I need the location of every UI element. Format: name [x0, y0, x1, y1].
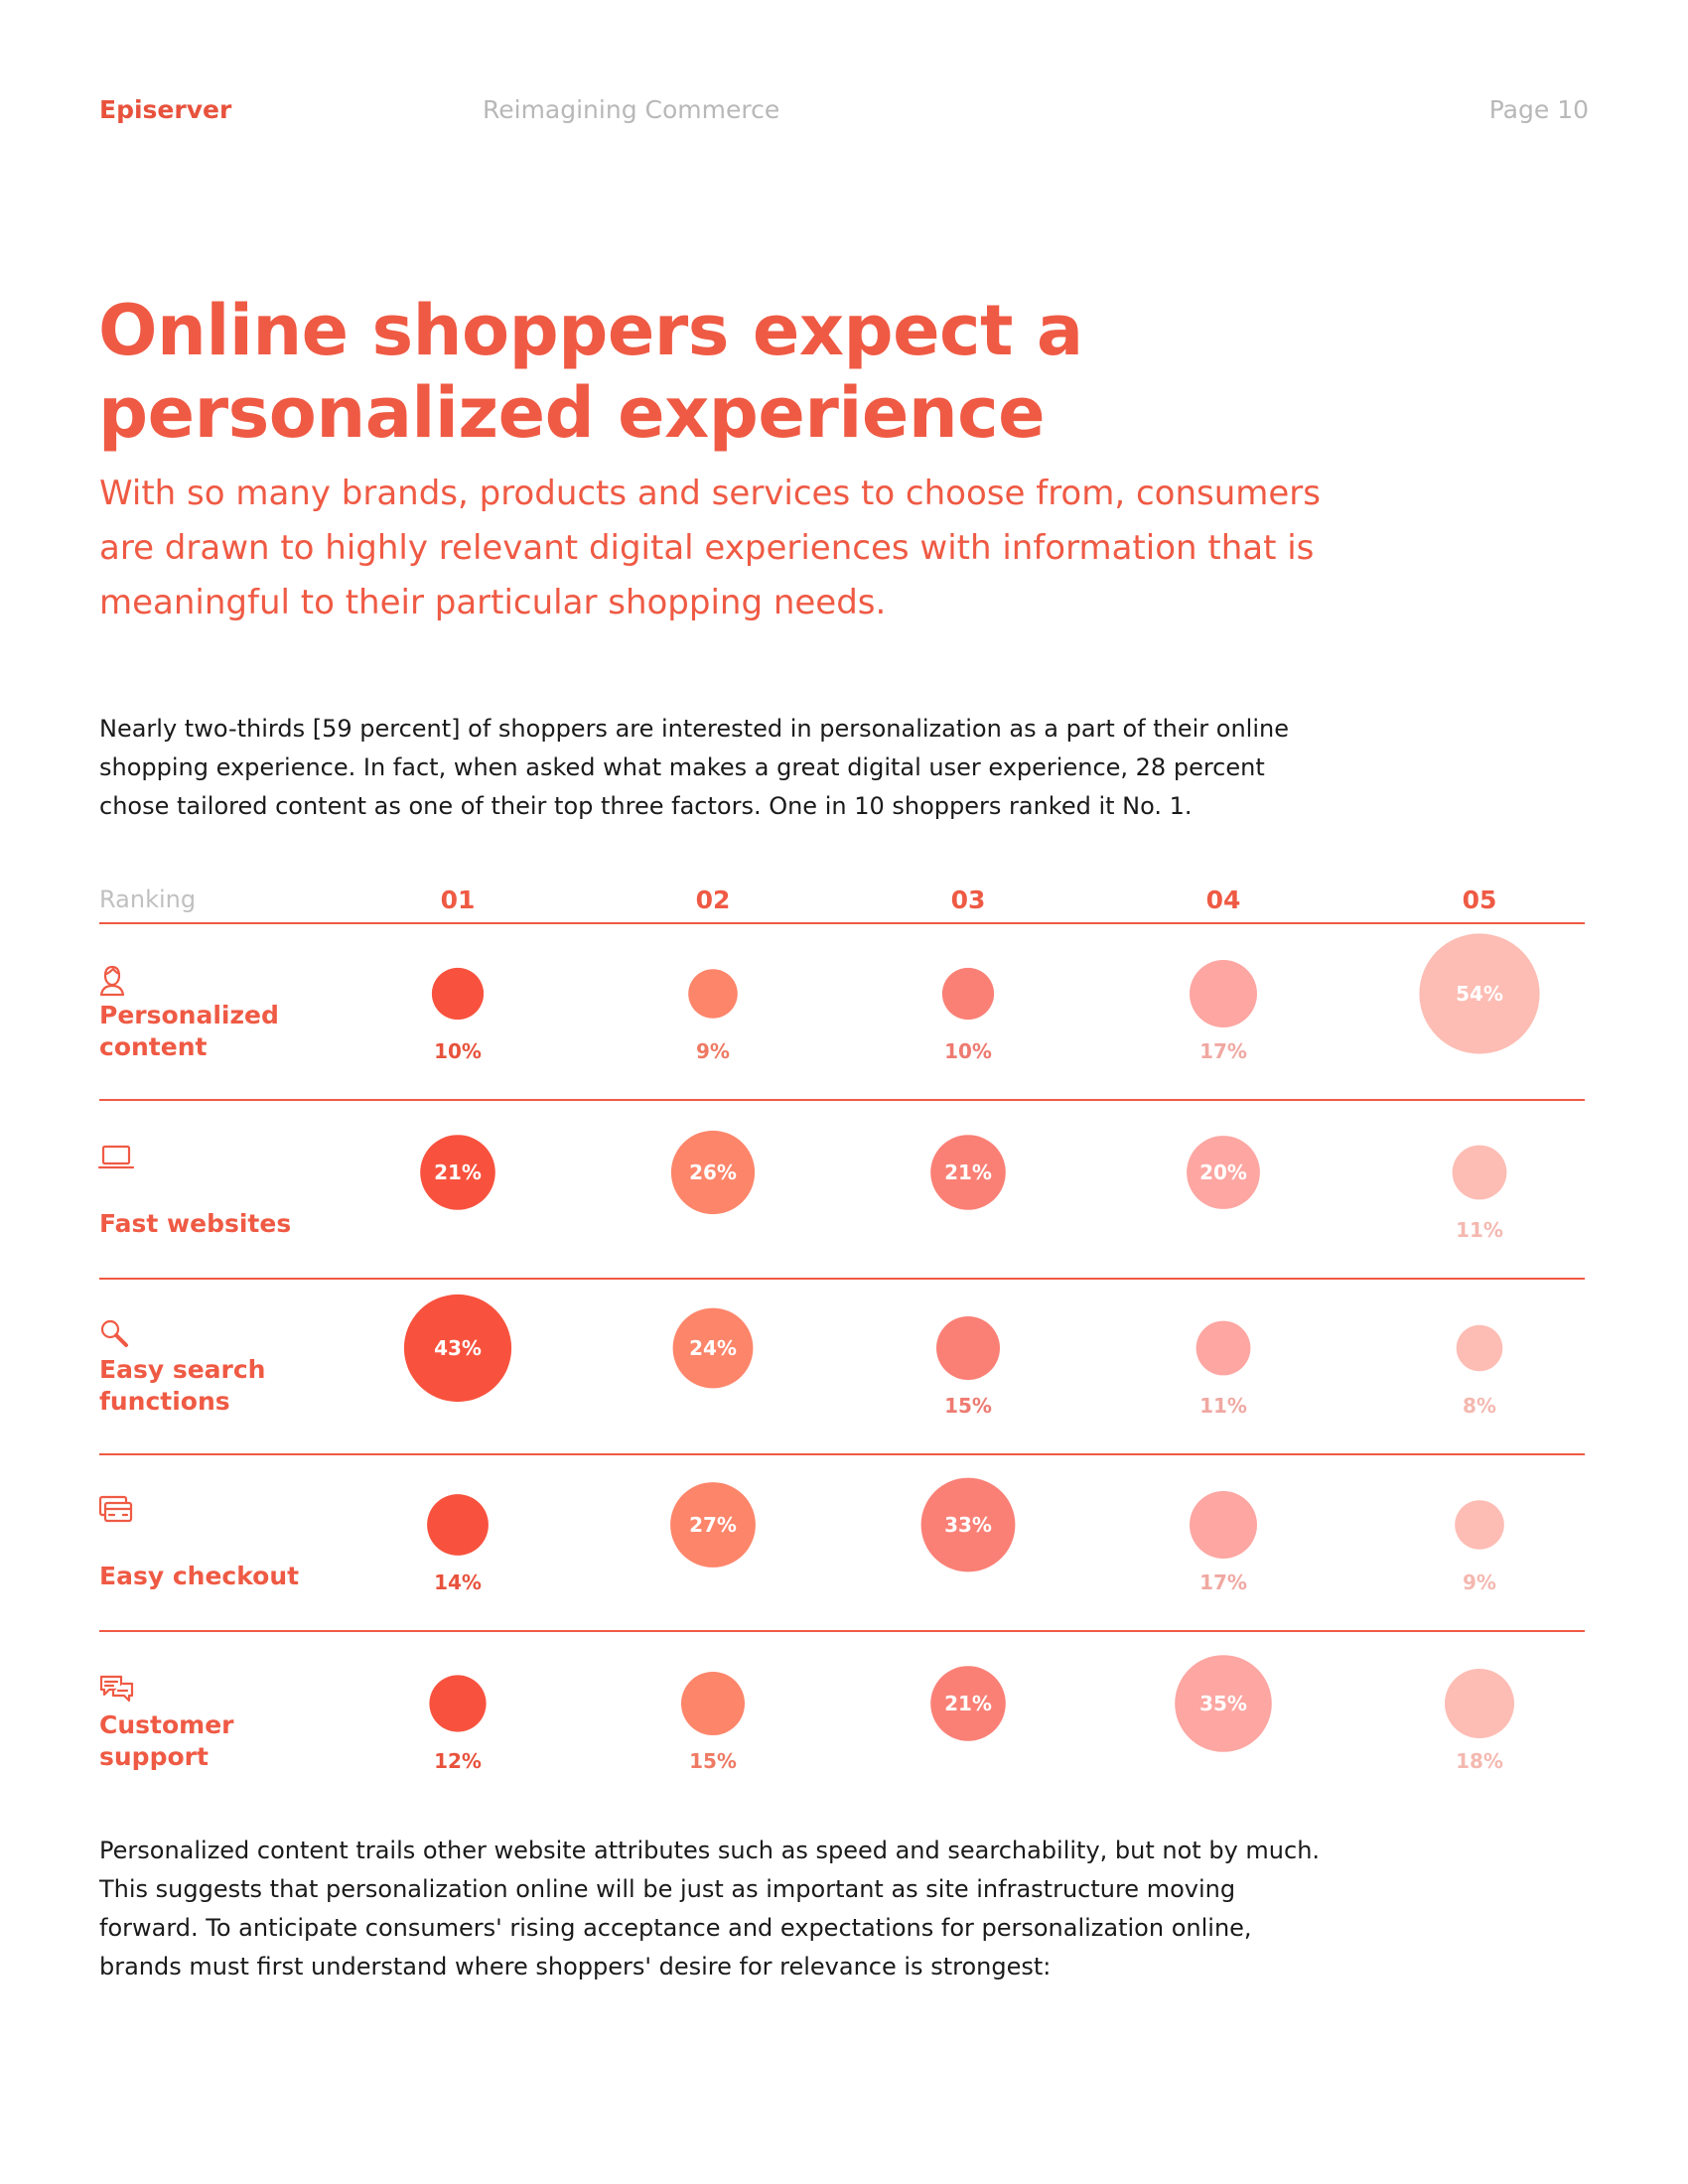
- value-label-personalized-content-rank-04: 17%: [1199, 1039, 1247, 1063]
- rank-column-03: 03: [951, 886, 986, 914]
- row-label-easy-search-functions: Easy search functions: [99, 1355, 265, 1416]
- value-label-customer-support-rank-03: 21%: [944, 1692, 992, 1715]
- intro-paragraph: Nearly two-thirds [59 percent] of shoppe…: [99, 715, 1289, 820]
- bubble-easy-checkout-rank-01: [427, 1494, 489, 1556]
- bubble-easy-checkout-rank-04: [1190, 1491, 1257, 1559]
- bubble-easy-search-functions-rank-03: [936, 1316, 1000, 1380]
- person-icon: [99, 965, 125, 997]
- value-label-customer-support-rank-01: 12%: [434, 1749, 482, 1773]
- credit-card-icon: [98, 1495, 133, 1523]
- bubble-customer-support-rank-03: [930, 1666, 1006, 1741]
- value-label-fast-websites-rank-03: 21%: [944, 1160, 992, 1184]
- value-label-customer-support-rank-04: 35%: [1199, 1692, 1247, 1715]
- value-label-easy-search-functions-rank-03: 15%: [944, 1394, 992, 1418]
- bubble-personalized-content-rank-03: [941, 967, 995, 1021]
- ranking-header: Ranking: [99, 886, 196, 913]
- bubble-easy-search-functions-rank-02: [672, 1307, 754, 1389]
- bubble-fast-websites-rank-02: [670, 1130, 756, 1215]
- page-title: Online shoppers expect a personalized ex…: [98, 290, 1083, 455]
- closing-paragraph: Personalized content trails other websit…: [99, 1837, 1321, 1980]
- bubble-personalized-content-rank-04: [1190, 960, 1257, 1027]
- row-label-line: functions: [99, 1387, 230, 1416]
- bubble-fast-websites-rank-03: [930, 1135, 1006, 1210]
- value-label-easy-checkout-rank-03: 33%: [944, 1513, 992, 1537]
- value-label-personalized-content-rank-01: 10%: [434, 1039, 482, 1063]
- rank-column-04: 04: [1206, 886, 1241, 914]
- bubble-easy-search-functions-rank-04: [1196, 1320, 1251, 1376]
- page-title-line-2: personalized experience: [98, 372, 1046, 454]
- value-label-easy-search-functions-rank-04: 11%: [1199, 1394, 1247, 1418]
- row-label-line: Customer: [99, 1710, 234, 1739]
- value-label-personalized-content-rank-02: 9%: [696, 1039, 730, 1063]
- value-label-customer-support-rank-02: 15%: [689, 1749, 737, 1773]
- row-label-line: Easy checkout: [99, 1562, 299, 1590]
- page-title-line-1: Online shoppers expect a: [98, 290, 1083, 371]
- row-label-easy-checkout: Easy checkout: [99, 1562, 299, 1590]
- bubble-personalized-content-rank-01: [431, 967, 485, 1021]
- bubble-personalized-content-rank-02: [688, 969, 738, 1019]
- rank-column-02: 02: [696, 886, 731, 914]
- rank-column-05: 05: [1463, 886, 1497, 914]
- page-number: Page 10: [1488, 95, 1589, 124]
- bubble-fast-websites-rank-01: [420, 1135, 495, 1210]
- search-icon: [100, 1319, 128, 1347]
- row-label-customer-support: Customer support: [99, 1710, 234, 1771]
- brand-logo: Episerver: [99, 95, 232, 124]
- bubble-fast-websites-rank-05: [1452, 1145, 1507, 1200]
- bubble-personalized-content-rank-05: [1419, 933, 1540, 1054]
- value-label-easy-checkout-rank-04: 17%: [1199, 1570, 1247, 1594]
- row-label-line: Personalized: [99, 1001, 279, 1029]
- row-label-line: Fast websites: [99, 1209, 291, 1238]
- value-label-fast-websites-rank-01: 21%: [434, 1160, 482, 1184]
- bubble-easy-search-functions-rank-01: [403, 1294, 512, 1403]
- bubble-easy-checkout-rank-03: [920, 1477, 1016, 1572]
- value-label-easy-search-functions-rank-01: 43%: [434, 1336, 482, 1360]
- value-label-customer-support-rank-05: 18%: [1456, 1749, 1503, 1773]
- page-subtitle: With so many brands, products and servic…: [99, 474, 1321, 622]
- document-title: Reimagining Commerce: [483, 95, 780, 124]
- laptop-icon: [97, 1145, 135, 1169]
- value-label-fast-websites-rank-02: 26%: [689, 1160, 737, 1184]
- bubble-easy-checkout-rank-02: [670, 1482, 756, 1568]
- bubble-easy-checkout-rank-05: [1455, 1500, 1504, 1550]
- bubble-customer-support-rank-02: [681, 1672, 745, 1735]
- value-label-easy-checkout-rank-02: 27%: [689, 1513, 737, 1537]
- value-label-personalized-content-rank-03: 10%: [944, 1039, 992, 1063]
- row-label-line: support: [99, 1742, 209, 1771]
- bubble-customer-support-rank-01: [429, 1675, 487, 1732]
- bubble-easy-search-functions-rank-05: [1456, 1324, 1503, 1372]
- bubble-customer-support-rank-05: [1445, 1669, 1514, 1738]
- value-label-easy-checkout-rank-05: 9%: [1463, 1570, 1496, 1594]
- row-label-line: content: [99, 1032, 207, 1061]
- row-label-personalized-content: Personalized content: [99, 1001, 279, 1061]
- rank-column-01: 01: [441, 886, 476, 914]
- row-label-line: Easy search: [99, 1355, 265, 1384]
- value-label-fast-websites-rank-04: 20%: [1199, 1160, 1247, 1184]
- value-label-easy-search-functions-rank-02: 24%: [689, 1336, 737, 1360]
- chat-icon: [99, 1675, 134, 1703]
- bubble-fast-websites-rank-04: [1187, 1136, 1260, 1209]
- value-label-easy-checkout-rank-01: 14%: [434, 1570, 482, 1594]
- bubble-customer-support-rank-04: [1175, 1655, 1272, 1752]
- value-label-personalized-content-rank-05: 54%: [1456, 982, 1503, 1006]
- value-label-fast-websites-rank-05: 11%: [1456, 1218, 1503, 1242]
- row-label-fast-websites: Fast websites: [99, 1209, 291, 1238]
- value-label-easy-search-functions-rank-05: 8%: [1463, 1394, 1496, 1418]
